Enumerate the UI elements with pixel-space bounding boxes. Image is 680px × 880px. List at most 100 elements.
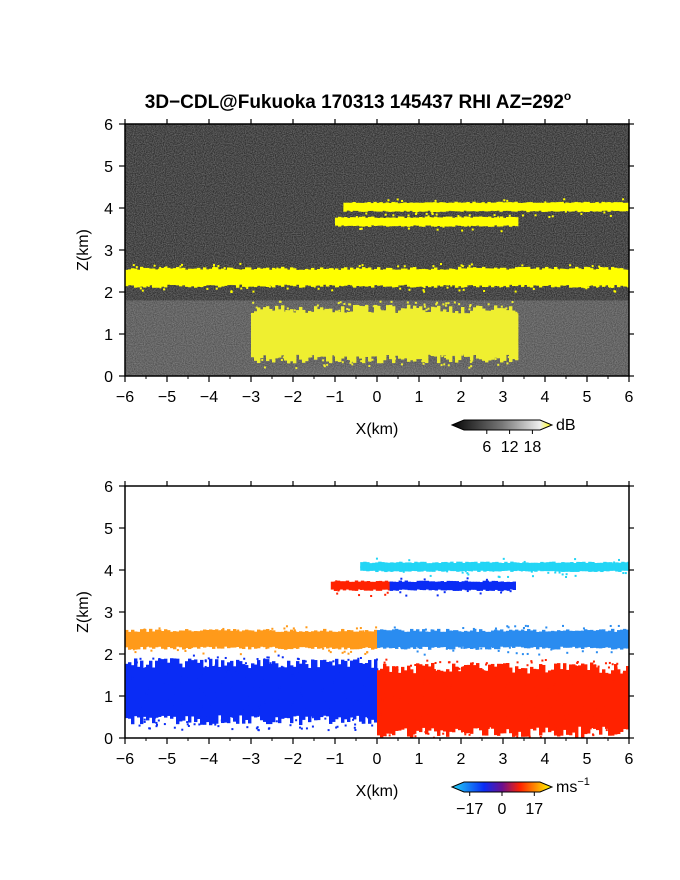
velocity-layer-speckle <box>556 693 559 696</box>
intensity-layer-speckle <box>270 311 273 314</box>
velocity-layer-speckle <box>450 630 453 633</box>
intensity-x-tick-label: 1 <box>415 389 424 406</box>
velocity-layer-cell <box>197 631 201 649</box>
velocity-layer-cell <box>515 629 519 647</box>
velocity-layer-speckle <box>400 644 403 647</box>
velocity-layer-speckle <box>322 645 325 648</box>
intensity-layer-cell <box>407 304 411 362</box>
velocity-layer-cell <box>585 562 589 572</box>
velocity-x-tick-label: 4 <box>541 751 550 768</box>
intensity-layer-speckle <box>617 274 620 277</box>
intensity-layer-speckle <box>443 217 446 220</box>
velocity-layer-cell <box>467 664 471 734</box>
velocity-layer-speckle <box>368 693 371 696</box>
velocity-layer-cell <box>254 631 258 649</box>
velocity-layer-speckle <box>381 700 384 703</box>
velocity-layer-speckle <box>360 566 363 569</box>
velocity-layer-speckle <box>280 704 283 707</box>
velocity-layer-cell <box>584 629 588 648</box>
velocity-layer-speckle <box>125 674 128 677</box>
velocity-layer-cell <box>305 664 309 717</box>
intensity-layer-cell <box>392 306 396 364</box>
intensity-layer-speckle <box>483 289 486 292</box>
velocity-layer-speckle <box>429 681 432 684</box>
velocity-layer-speckle <box>416 726 419 729</box>
intensity-layer-cell <box>571 202 575 212</box>
velocity-layer-speckle <box>422 643 425 646</box>
intensity-layer-cell <box>565 202 569 211</box>
velocity-layer-speckle <box>277 654 280 657</box>
intensity-layer-speckle <box>479 324 482 327</box>
velocity-layer-cell <box>381 581 386 590</box>
velocity-layer-cell <box>500 581 504 591</box>
velocity-layer-cell <box>251 630 255 648</box>
velocity-layer-speckle <box>564 715 567 718</box>
velocity-layer-cell <box>461 581 465 590</box>
velocity-layer-cell <box>152 667 156 724</box>
intensity-layer-cell <box>523 202 527 211</box>
velocity-layer-speckle <box>358 594 361 597</box>
velocity-layer-speckle <box>619 718 622 721</box>
velocity-layer-speckle <box>175 668 178 671</box>
intensity-layer-speckle <box>268 347 271 350</box>
velocity-layer-speckle <box>252 635 255 638</box>
intensity-layer-cell <box>437 305 441 364</box>
velocity-layer-speckle <box>601 680 604 683</box>
velocity-layer-speckle <box>595 651 598 654</box>
intensity-layer-speckle <box>319 315 322 318</box>
velocity-layer-cell <box>215 659 219 724</box>
velocity-layer-speckle <box>534 641 537 644</box>
intensity-layer-cell <box>467 216 471 226</box>
intensity-layer-speckle <box>417 326 420 329</box>
velocity-layer-speckle <box>448 661 451 664</box>
intensity-layer-cell <box>362 306 366 364</box>
intensity-layer-speckle <box>296 340 299 343</box>
velocity-layer-cell <box>344 631 348 650</box>
velocity-layer-speckle <box>408 701 411 704</box>
velocity-layer-cell <box>441 562 445 572</box>
velocity-layer-speckle <box>333 679 336 682</box>
velocity-layer-cell <box>351 581 356 591</box>
intensity-y-tick-label: 6 <box>104 117 113 134</box>
velocity-layer-speckle <box>472 627 475 630</box>
intensity-layer-speckle <box>293 309 296 312</box>
velocity-layer-speckle <box>547 712 550 715</box>
intensity-layer-cell <box>572 268 576 288</box>
intensity-layer-cell <box>266 306 270 362</box>
velocity-layer-speckle <box>509 710 512 713</box>
intensity-layer-speckle <box>380 348 383 351</box>
velocity-layer-speckle <box>459 638 462 641</box>
velocity-layer-cell <box>389 671 393 734</box>
velocity-layer-speckle <box>203 690 206 693</box>
intensity-layer-cell <box>491 268 495 288</box>
intensity-layer-cell <box>421 202 425 212</box>
velocity-layer-speckle <box>558 571 561 574</box>
velocity-layer-cell <box>477 563 481 572</box>
velocity-layer-speckle <box>402 570 405 573</box>
velocity-colorbar-tick-label: 0 <box>498 801 507 818</box>
intensity-layer-speckle <box>189 282 192 285</box>
intensity-y-tick-label: 4 <box>104 201 113 218</box>
velocity-layer-speckle <box>475 587 478 590</box>
velocity-layer-speckle <box>393 696 396 699</box>
intensity-layer-speckle <box>361 264 364 267</box>
velocity-layer-speckle <box>523 671 526 674</box>
intensity-layer-cell <box>373 201 377 212</box>
velocity-layer-cell <box>578 630 582 648</box>
velocity-layer-speckle <box>178 718 181 721</box>
velocity-layer-speckle <box>375 567 378 570</box>
velocity-layer-cell <box>393 562 397 572</box>
intensity-layer-speckle <box>397 345 400 348</box>
velocity-layer-cell <box>567 562 571 572</box>
velocity-layer-speckle <box>286 637 289 640</box>
velocity-layer-cell <box>404 670 408 729</box>
intensity-layer-cell <box>376 202 380 212</box>
velocity-layer-cell <box>426 563 430 572</box>
velocity-layer-cell <box>530 630 534 648</box>
intensity-layer-speckle <box>564 210 567 213</box>
velocity-layer-speckle <box>384 734 387 737</box>
velocity-layer-cell <box>450 561 454 572</box>
intensity-layer-speckle <box>347 308 350 311</box>
velocity-layer-speckle <box>417 639 420 642</box>
velocity-layer-speckle <box>134 651 137 654</box>
